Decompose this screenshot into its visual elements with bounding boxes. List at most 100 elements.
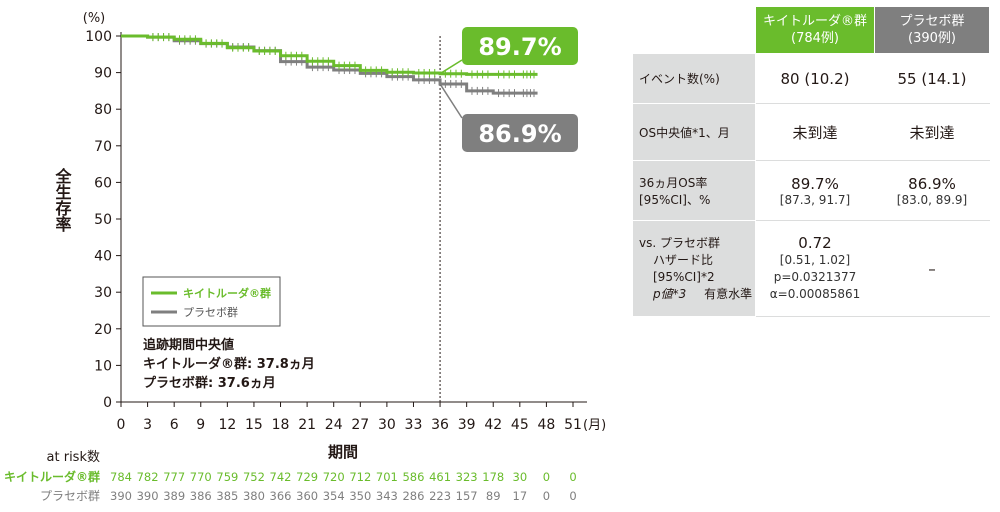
at-risk-placebo-value: 354 xyxy=(323,489,345,503)
median-keytruda: 未到達 xyxy=(755,103,875,161)
x-tick-label: 27 xyxy=(351,417,369,433)
callout-placebo-box xyxy=(462,114,578,152)
rate-placebo-ci: [83.0, 89.9] xyxy=(896,192,968,207)
x-tick-label: 36 xyxy=(431,417,449,433)
x-tick-label: 42 xyxy=(484,417,502,433)
at-risk-keytruda-value: 461 xyxy=(429,470,451,484)
row-rate-label: 36ヵ月OS率 [95%CI]、% xyxy=(632,160,756,221)
callout-placebo-value: 86.9% xyxy=(478,120,561,148)
at-risk-placebo-value: 157 xyxy=(456,489,478,503)
y-tick-label: 80 xyxy=(94,102,112,118)
events-keytruda: 80 (10.2) xyxy=(755,53,875,104)
at-risk-keytruda-value: 752 xyxy=(243,470,265,484)
y-tick-label: 90 xyxy=(94,66,112,82)
at-risk-keytruda-value: 720 xyxy=(323,470,345,484)
at-risk-placebo-value: 350 xyxy=(349,489,371,503)
at-risk-placebo-value: 380 xyxy=(243,489,265,503)
vs-label-line1: vs. プラセボ群 xyxy=(639,235,720,250)
row-vs-label: vs. プラセボ群 ハザード比 [95%CI]*2 p値*3 有意水準 xyxy=(632,220,756,317)
header-placebo-n: (390例) xyxy=(908,31,956,46)
p-value: p=0.0321377 xyxy=(773,269,857,284)
vs-label-line4: p値*3 xyxy=(653,286,687,301)
at-risk-keytruda-value: 729 xyxy=(296,470,318,484)
vs-label-line3: [95%CI]*2 xyxy=(653,269,715,284)
y-tick-label: 30 xyxy=(94,285,112,301)
y-tick-label: 100 xyxy=(85,29,112,45)
x-tick-label: 18 xyxy=(272,417,290,433)
y-tick-label: 70 xyxy=(94,139,112,155)
y-tick-label: 0 xyxy=(103,395,112,411)
at-risk-placebo-value: 17 xyxy=(513,489,528,503)
x-tick-label: 9 xyxy=(196,417,205,433)
at-risk-keytruda-value: 30 xyxy=(513,470,528,484)
x-unit-label: (月) xyxy=(583,418,606,433)
median-placebo: 未到達 xyxy=(874,103,990,161)
at-risk-keytruda-value: 777 xyxy=(163,470,185,484)
vs-label-line2: ハザード比 xyxy=(653,252,714,267)
keytruda-curve xyxy=(121,34,538,76)
x-tick-label: 45 xyxy=(511,417,529,433)
hr-value: 0.72 xyxy=(798,233,832,252)
y-tick-label: 50 xyxy=(94,212,112,228)
at-risk-keytruda-value: 782 xyxy=(137,470,159,484)
follow-up-keytruda: キイトルーダ®群: 37.8ヵ月 xyxy=(143,356,315,372)
y-unit-label: (%) xyxy=(83,11,106,26)
y-axis-title: 全生存率 xyxy=(53,167,73,233)
alpha-value: α=0.00085861 xyxy=(769,286,861,301)
rate-label-line2: [95%CI]、% xyxy=(639,192,711,207)
at-risk-placebo-value: 360 xyxy=(296,489,318,503)
at-risk-keytruda-value: 586 xyxy=(402,470,424,484)
at-risk-keytruda-value: 712 xyxy=(349,470,371,484)
at-risk-title: at risk数 xyxy=(47,450,100,465)
at-risk-placebo-value: 343 xyxy=(376,489,398,503)
at-risk-placebo-value: 366 xyxy=(270,489,292,503)
x-tick-label: 48 xyxy=(537,417,555,433)
x-tick-label: 0 xyxy=(117,417,126,433)
at-risk-placebo-value: 0 xyxy=(543,489,550,503)
follow-up-placebo: プラセボ群: 37.6ヵ月 xyxy=(143,375,276,391)
callout-keytruda-value: 89.7% xyxy=(478,33,561,61)
y-tick-label: 40 xyxy=(94,249,112,265)
at-risk-placebo-value: 89 xyxy=(486,489,501,503)
rate-keytruda-value: 89.7% xyxy=(791,174,839,193)
header-placebo-name: プラセボ群 xyxy=(899,14,965,29)
at-risk-keytruda-label: キイトルーダ®群 xyxy=(4,469,100,484)
at-risk-keytruda-value: 742 xyxy=(270,470,292,484)
table-corner xyxy=(632,6,756,54)
rate-placebo-value: 86.9% xyxy=(908,174,956,193)
row-median-label: OS中央値*1、月 xyxy=(632,103,756,161)
callout-placebo-leader xyxy=(439,83,463,119)
header-keytruda-n: (784例) xyxy=(791,31,839,46)
header-keytruda: キイトルーダ®群 (784例) xyxy=(755,6,875,54)
rate-keytruda-ci: [87.3, 91.7] xyxy=(779,192,851,207)
at-risk-keytruda-value: 0 xyxy=(543,470,550,484)
hr-keytruda: 0.72 [0.51, 1.02] p=0.0321377 α=0.000858… xyxy=(755,220,875,317)
at-risk-placebo-value: 390 xyxy=(110,489,132,503)
at-risk-placebo-value: 0 xyxy=(569,489,576,503)
y-tick-label: 20 xyxy=(94,322,112,338)
y-tick-label: 10 xyxy=(94,358,112,374)
legend-keytruda-label: キイトルーダ®群 xyxy=(183,286,271,300)
x-tick-label: 6 xyxy=(170,417,179,433)
at-risk-placebo-value: 386 xyxy=(190,489,212,503)
rate-label-line1: 36ヵ月OS率 xyxy=(639,175,708,190)
callout-keytruda-box xyxy=(462,27,578,65)
row-events-label: イベント数(%) xyxy=(632,53,756,104)
at-risk-keytruda-value: 770 xyxy=(190,470,212,484)
callout-keytruda-leader xyxy=(439,59,463,75)
x-tick-label: 51 xyxy=(564,417,582,433)
x-tick-label: 15 xyxy=(245,417,263,433)
at-risk-placebo-value: 223 xyxy=(429,489,451,503)
x-tick-label: 3 xyxy=(143,417,152,433)
at-risk-keytruda-value: 784 xyxy=(110,470,132,484)
rate-placebo: 86.9% [83.0, 89.9] xyxy=(874,160,990,221)
rate-keytruda: 89.7% [87.3, 91.7] xyxy=(755,160,875,221)
at-risk-keytruda-value: 759 xyxy=(216,470,238,484)
x-tick-label: 21 xyxy=(298,417,316,433)
at-risk-placebo-label: プラセボ群 xyxy=(40,489,100,503)
legend-placebo-label: プラセボ群 xyxy=(183,305,238,319)
at-risk-placebo-value: 286 xyxy=(402,489,424,503)
events-placebo: 55 (14.1) xyxy=(874,53,990,104)
hr-placebo: – xyxy=(874,220,990,317)
